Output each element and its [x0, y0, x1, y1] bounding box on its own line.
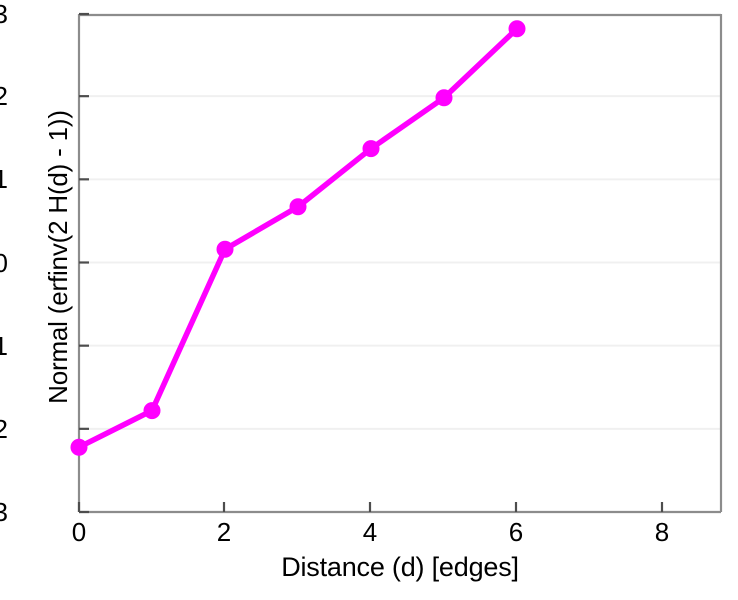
- y-tick-label-n1: -1: [0, 330, 8, 361]
- data-point: [508, 20, 526, 38]
- y-tick-label-n3: -3: [0, 497, 8, 527]
- x-tick-label-4: 4: [362, 517, 378, 547]
- x-tick-marks: [77, 502, 664, 512]
- y-axis-label: Normal (erfinv(2 H(d) - 1)): [42, 110, 73, 404]
- x-tick-label-2: 2: [216, 517, 232, 547]
- data-point: [435, 89, 453, 107]
- y-tick-label-n2: -2: [0, 413, 8, 444]
- data-point: [143, 402, 161, 420]
- x-axis-label: Distance (d) [edges]: [281, 552, 519, 582]
- x-tick-label-6: 6: [508, 517, 524, 547]
- y-tick-label-2: 2: [0, 81, 8, 112]
- y-tick-marks: [79, 12, 89, 514]
- data-point: [216, 240, 234, 258]
- data-point: [70, 438, 88, 456]
- y-tick-label-0: 0: [0, 247, 8, 278]
- data-point: [289, 198, 307, 216]
- x-tick-label-8: 8: [654, 517, 670, 547]
- data-point: [362, 140, 380, 158]
- data-markers-series-0: [70, 20, 526, 456]
- y-tick-label-1: 1: [0, 164, 8, 195]
- y-tick-label-3: 3: [0, 0, 8, 29]
- x-tick-label-0: 0: [71, 517, 87, 547]
- gridlines-horizontal: [78, 95, 722, 430]
